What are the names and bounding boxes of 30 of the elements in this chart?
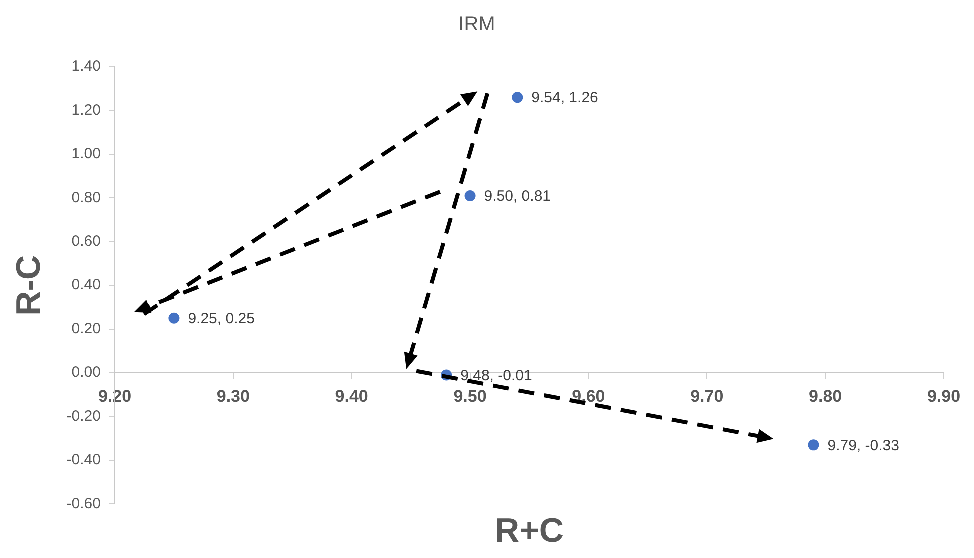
data-label: 9.48, -0.01 <box>460 367 532 384</box>
y-tick-label: -0.60 <box>66 495 101 512</box>
x-tick-label: 9.40 <box>335 386 368 406</box>
data-label: 9.79, -0.33 <box>828 437 900 454</box>
y-tick-label: 0.20 <box>72 320 101 338</box>
x-tick-label: 9.90 <box>927 386 961 406</box>
point <box>168 312 180 324</box>
x-tick-label: 9.50 <box>454 386 487 406</box>
point <box>464 190 476 202</box>
y-tick-label: 0.40 <box>72 276 101 294</box>
x-tick-label: 9.20 <box>98 386 132 406</box>
x-tick-label: 9.70 <box>690 386 724 406</box>
x-axis-title: R+C <box>495 512 564 550</box>
y-tick-label: 0.60 <box>72 233 101 250</box>
x-tick-label: 9.30 <box>216 386 250 406</box>
y-tick-label: -0.20 <box>66 408 101 425</box>
chart-title: IRM <box>458 14 496 36</box>
data-label: 9.50, 0.81 <box>484 188 552 206</box>
y-tick-label: 1.40 <box>72 58 101 76</box>
y-tick-label: 0.00 <box>72 364 101 382</box>
data-label: 9.54, 1.26 <box>532 90 598 107</box>
x-tick-label: 9.80 <box>809 386 842 406</box>
y-tick-label: 0.80 <box>72 189 101 206</box>
y-axis-title: R-C <box>10 255 48 316</box>
data-label: 9.25, 0.25 <box>188 310 255 328</box>
point <box>808 440 820 451</box>
y-tick-label: -0.40 <box>66 452 101 469</box>
y-tick-label: 1.00 <box>72 146 101 163</box>
y-tick-label: 1.20 <box>72 102 101 119</box>
point <box>512 92 524 104</box>
